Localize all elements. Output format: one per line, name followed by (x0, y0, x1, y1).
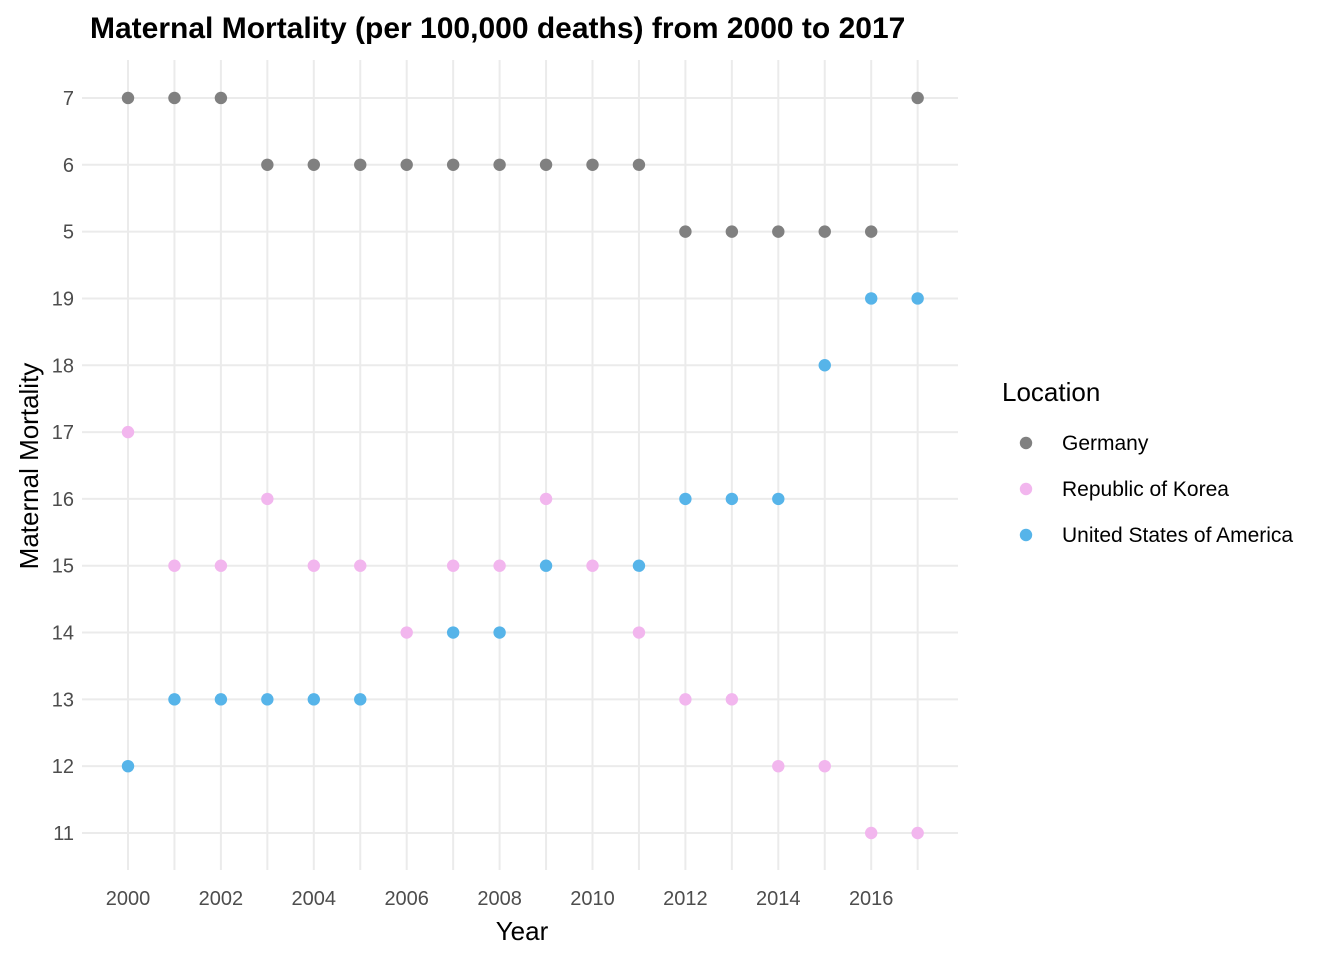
grid (82, 60, 958, 870)
data-point (168, 693, 181, 706)
x-axis-title: Year (496, 916, 549, 946)
x-tick-label: 2010 (570, 888, 615, 910)
data-point (446, 158, 460, 171)
data-point (679, 492, 692, 506)
y-tick-label: 13 (52, 689, 74, 711)
series-points (121, 91, 924, 238)
data-point (493, 626, 506, 639)
x-axis-tick-labels: 2000 2002 2004 2006 2008 2010 2012 2014 2016 (106, 888, 894, 910)
data-point (261, 158, 274, 171)
data-point (354, 158, 367, 171)
x-tick-label: 2012 (663, 888, 708, 910)
y-tick-label: 7 (63, 88, 74, 110)
data-point (493, 559, 506, 572)
data-point (446, 559, 460, 572)
legend-label: Republic of Korea (1062, 478, 1229, 501)
data-point (818, 225, 831, 238)
y-tick-label: 16 (52, 489, 74, 511)
data-point (772, 225, 785, 238)
legend-title: Location (1002, 377, 1100, 407)
data-point (725, 225, 739, 238)
y-tick-label: 19 (52, 288, 74, 310)
data-point (865, 292, 878, 305)
data-point (400, 158, 413, 171)
y-tick-label: 17 (52, 422, 74, 444)
data-point (214, 693, 228, 706)
x-tick-label: 2000 (106, 888, 151, 910)
data-point (446, 626, 460, 639)
x-tick-label: 2004 (292, 888, 337, 910)
data-point (679, 225, 692, 238)
y-tick-label: 15 (52, 556, 74, 578)
data-point (772, 492, 785, 506)
data-point (354, 693, 367, 706)
data-point (772, 759, 785, 773)
y-axis-title: Maternal Mortality (14, 363, 44, 570)
data-point (539, 492, 553, 506)
data-point (539, 559, 553, 572)
data-point (679, 693, 692, 706)
data-point (911, 292, 924, 305)
y-tick-label: 12 (52, 756, 74, 778)
data-point (632, 158, 646, 171)
data-point (725, 693, 739, 706)
data-point (168, 91, 181, 105)
data-point (818, 359, 831, 372)
y-tick-label: 14 (52, 623, 74, 645)
data-point (261, 693, 274, 706)
data-point (725, 492, 739, 506)
data-point (818, 759, 831, 773)
x-tick-label: 2016 (849, 888, 894, 910)
data-point (632, 559, 646, 572)
legend-key (1019, 482, 1033, 496)
data-point (121, 91, 135, 105)
y-tick-label: 5 (63, 222, 74, 244)
legend-label: Germany (1062, 432, 1149, 455)
data-point (400, 626, 413, 639)
data-point (586, 158, 599, 171)
legend-key (1019, 528, 1033, 542)
y-tick-label: 6 (63, 155, 74, 177)
legend: Location Germany Republic of Korea United … (1002, 377, 1293, 547)
data-point (307, 158, 320, 171)
series-points (121, 292, 924, 773)
x-tick-label: 2014 (756, 888, 801, 910)
data-point (307, 693, 320, 706)
y-axis-tick-labels: 11 12 13 14 15 16 17 18 19 5 6 7 (52, 88, 74, 845)
x-tick-label: 2006 (384, 888, 429, 910)
data-point (214, 91, 228, 105)
series-points (121, 425, 924, 840)
y-tick-label: 11 (53, 823, 74, 845)
x-tick-label: 2002 (199, 888, 244, 910)
y-tick-label: 18 (52, 355, 74, 377)
data-point (586, 559, 599, 572)
legend-key (1019, 436, 1033, 450)
legend-items: Germany Republic of Korea United States of… (1019, 432, 1293, 547)
data-point (865, 225, 878, 238)
data-point (539, 158, 553, 171)
legend-label: United States of America (1062, 524, 1293, 547)
data-point (493, 158, 506, 171)
chart-title: Maternal Mortality (per 100,000 deaths) … (90, 12, 905, 45)
data-point (632, 626, 646, 639)
data-point (121, 759, 135, 773)
data-points (121, 91, 924, 840)
data-point (911, 91, 924, 105)
data-point (865, 826, 878, 840)
data-point (168, 559, 181, 572)
data-point (121, 425, 135, 439)
data-point (911, 826, 924, 840)
data-point (214, 559, 228, 572)
x-tick-label: 2008 (477, 888, 522, 910)
data-point (354, 559, 367, 572)
data-point (307, 559, 320, 572)
data-point (261, 492, 274, 506)
